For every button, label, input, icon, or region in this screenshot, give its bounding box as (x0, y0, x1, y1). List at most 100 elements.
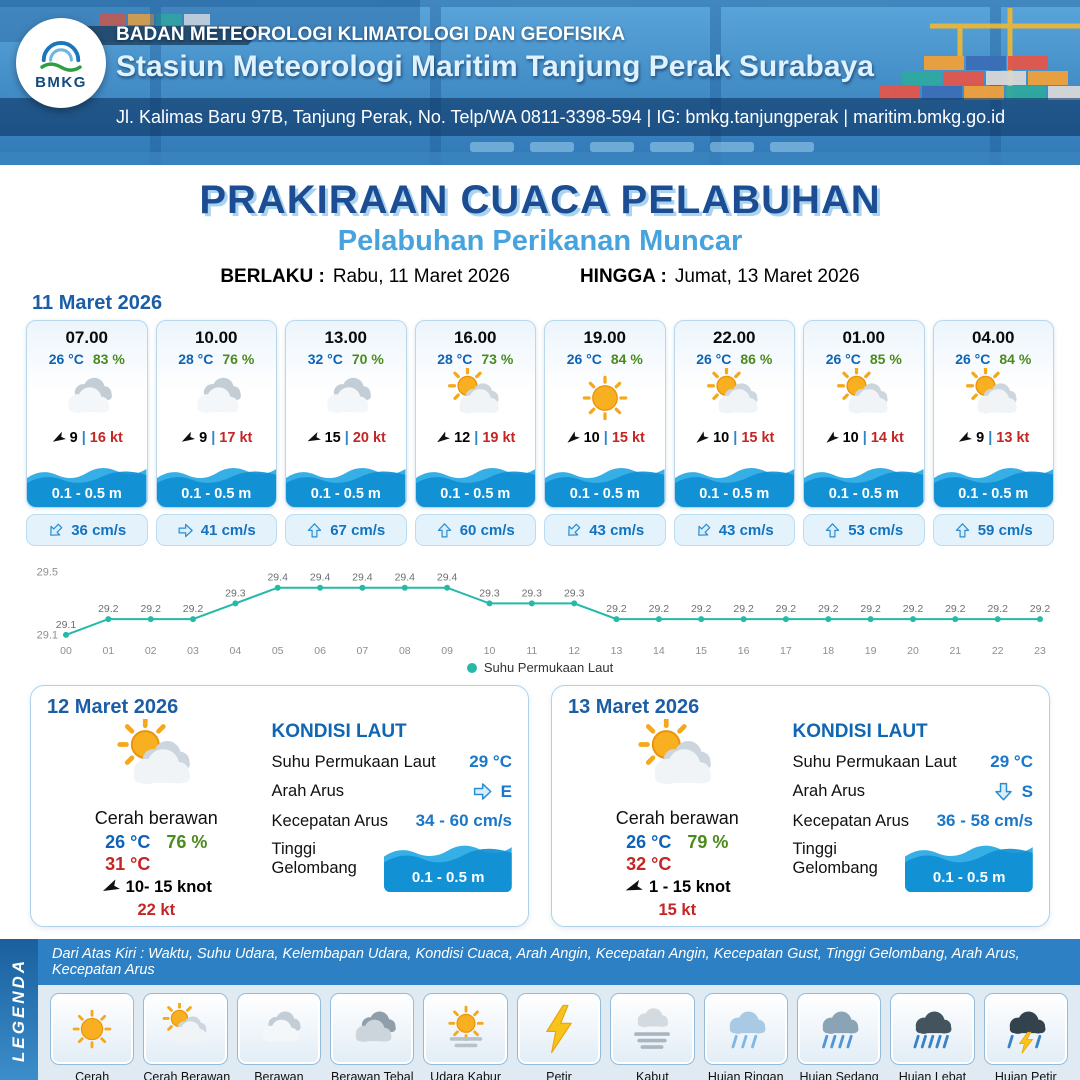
current-speed: 41 cm/s (200, 521, 256, 539)
humidity: 76 % (222, 351, 255, 367)
legend-item: Hujan Ringan (703, 993, 788, 1080)
forecast-card-main: 01.00 26 °C 85 % 10 | 14 kt (803, 320, 925, 508)
wind-gust: 16 kt (89, 430, 123, 446)
svg-text:18: 18 (822, 645, 834, 657)
sst-value: 29 °C (469, 752, 512, 771)
legend-weather-icon (703, 993, 788, 1065)
weather-icon (934, 367, 1054, 429)
wind-direction-icon (954, 428, 974, 448)
wind-separator: | (733, 430, 738, 446)
sst-chart-section: 29.5 29.1 29.1 00 29.2 01 29.2 02 29.2 03 29.3 04 29… (26, 554, 1054, 676)
header: BMKG BADAN METEOROLOGI KLIMATOLOGI DAN G… (0, 0, 1080, 165)
daily-date: 13 Maret 2026 (568, 696, 700, 718)
forecast-time: 13.00 (324, 328, 368, 347)
daily-temps: 26 °C 76 % 31 °C (105, 832, 207, 875)
wave-height-value: 0.1 - 0.5 m (699, 486, 770, 502)
wind-speed: 15 (324, 430, 341, 446)
legend-title: LEGENDA (0, 939, 38, 1080)
wind-direction-icon (98, 875, 123, 900)
weather-icon (416, 367, 536, 429)
wave-height-value: 0.1 - 0.5 m (411, 869, 485, 886)
current-direction-letter: S (1021, 781, 1033, 801)
daily-wind-row: 10- 15 knot (101, 878, 212, 897)
valid-until: HINGGA : Jumat, 13 Maret 2026 (579, 266, 860, 287)
legend-item: Berawan Tebal (330, 993, 415, 1080)
temperature: 32 °C (307, 351, 343, 367)
current-strip: 60 cm/s (414, 514, 536, 546)
legend-weather-icon (330, 993, 415, 1065)
legend-weather-icon (143, 993, 228, 1065)
current-speed-value: 34 - 60 cm/s (415, 811, 512, 830)
wave-height-band: 0.1 - 0.5 m (933, 462, 1053, 507)
header-illustration (0, 0, 1080, 165)
current-strip: 36 cm/s (26, 514, 148, 546)
forecast-card-main: 19.00 26 °C 84 % 10 | 15 kt (544, 320, 666, 508)
legend-label: Cerah (75, 1070, 110, 1080)
legend-weather-icon (423, 993, 508, 1065)
svg-text:29.5: 29.5 (37, 567, 58, 579)
current-direction-row: Arah Arus E (271, 781, 512, 801)
current-direction-row: Arah Arus S (792, 781, 1033, 802)
svg-text:29.2: 29.2 (860, 603, 881, 615)
forecast-time: 22.00 (712, 328, 756, 347)
legend-weather-icon (610, 993, 695, 1065)
temp-humidity-row: 26 °C 84 % (545, 350, 665, 367)
wind-speed: 10 (713, 430, 730, 446)
weather-icon (157, 367, 277, 429)
svg-text:12: 12 (568, 645, 580, 657)
wind-gust: 17 kt (219, 430, 253, 446)
wave-height-band: 0.1 - 0.5 m (674, 462, 794, 507)
legend-item: Kabut (610, 993, 695, 1080)
sea-conditions-heading: KONDISI LAUT (271, 721, 407, 742)
wave-height-value: 0.1 - 0.5 m (51, 486, 122, 502)
wind-separator: | (862, 430, 867, 446)
wave-graphic (933, 467, 1053, 507)
forecast-time: 10.00 (194, 328, 238, 347)
wave-height-band: 0.1 - 0.5 m (545, 462, 665, 507)
wind-separator: | (988, 430, 993, 446)
svg-text:29.4: 29.4 (395, 572, 416, 584)
agency-name: BADAN METEOROLOGI KLIMATOLOGI DAN GEOFIS… (116, 24, 626, 45)
sea-conditions-heading: KONDISI LAUT (792, 721, 928, 742)
forecast-time: 07.00 (65, 328, 109, 347)
humidity: 84 % (610, 351, 643, 367)
current-strip: 43 cm/s (544, 514, 666, 546)
wind-gust: 22 kt (137, 901, 176, 919)
wind-speed: 10 (842, 430, 859, 446)
temperature: 26 °C (955, 351, 991, 367)
wave-height-value: 0.1 - 0.5 m (440, 486, 511, 502)
svg-text:29.1: 29.1 (37, 629, 58, 641)
current-direction-icon (824, 522, 841, 539)
forecast-card: 10.00 28 °C 76 % 9 | 17 kt (155, 320, 277, 546)
svg-text:29.2: 29.2 (733, 603, 754, 615)
legend-section: LEGENDA Dari Atas Kiri : Waktu, Suhu Uda… (0, 939, 1080, 1080)
current-direction-icon (177, 522, 194, 539)
svg-text:29.2: 29.2 (606, 603, 627, 615)
current-direction-icon (691, 518, 715, 542)
hourly-forecast-section: 11 Maret 2026 07.00 26 °C 83 % 9 | 16 kt (0, 292, 1080, 546)
svg-text:17: 17 (780, 645, 792, 657)
wave-height-band: 0.1 - 0.5 m (27, 462, 147, 507)
svg-text:29.2: 29.2 (987, 603, 1008, 615)
chart-legend-label: Suhu Permukaan Laut (483, 660, 614, 675)
temp-min: 26 °C (105, 832, 151, 852)
legend-weather-icon (983, 993, 1068, 1065)
wind-speed: 10 (583, 430, 600, 446)
legend-label: Cerah Berawan (143, 1070, 231, 1080)
wave-height-graphic: 0.1 - 0.5 m (905, 840, 1033, 892)
sst-row: Suhu Permukaan Laut 29 °C (271, 752, 512, 771)
forecast-card: 07.00 26 °C 83 % 9 | 16 kt (26, 320, 148, 546)
forecast-time: 16.00 (453, 328, 497, 347)
wind-row: 9 | 16 kt (27, 429, 147, 451)
address-band: Jl. Kalimas Baru 97B, Tanjung Perak, No.… (0, 98, 1080, 136)
wind-row: 12 | 19 kt (416, 429, 536, 451)
current-direction: S (993, 781, 1033, 802)
wind-range: 10- 15 knot (125, 878, 212, 896)
wave-height-band: 0.1 - 0.5 m (415, 462, 535, 507)
svg-text:29.3: 29.3 (479, 587, 500, 599)
legend-label: Hujan Sedang (799, 1070, 879, 1080)
temperature: 28 °C (178, 351, 214, 367)
forecast-card-main: 13.00 32 °C 70 % 15 | 20 kt (285, 320, 407, 508)
temp-humidity-row: 28 °C 73 % (416, 350, 536, 367)
forecast-cards-row: 07.00 26 °C 83 % 9 | 16 kt (26, 320, 1054, 546)
